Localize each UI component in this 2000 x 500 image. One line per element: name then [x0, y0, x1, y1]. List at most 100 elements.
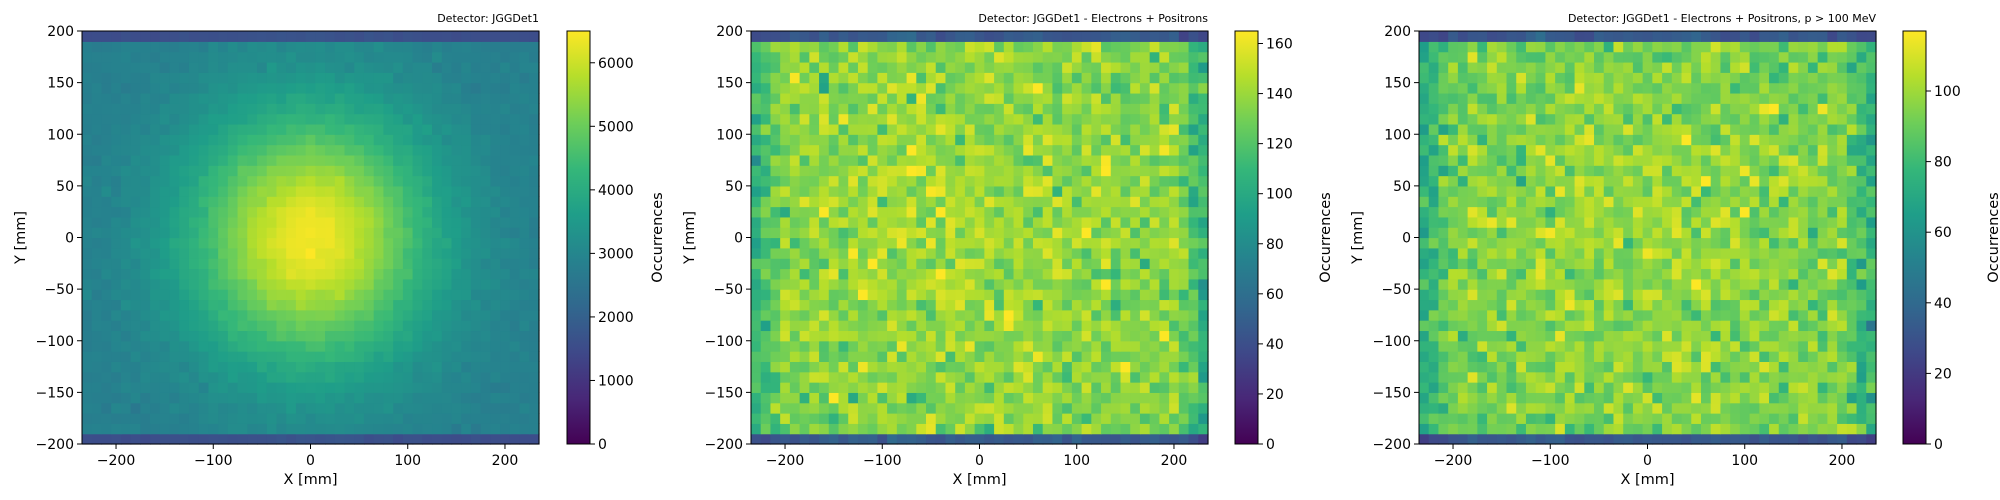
heatmap-cell: [1594, 413, 1605, 424]
heatmap-cell: [227, 113, 239, 125]
heatmap-cell: [276, 258, 287, 270]
heatmap-cell: [1662, 371, 1673, 383]
heatmap-cell: [809, 413, 820, 424]
heatmap-cell: [266, 330, 278, 342]
heatmap-cell: [1169, 216, 1180, 228]
heatmap-cell: [964, 423, 976, 435]
heatmap-cell: [257, 247, 268, 259]
heatmap-cell: [1545, 268, 1556, 280]
heatmap-cell: [218, 382, 229, 393]
heatmap-cell: [1149, 320, 1160, 332]
heatmap-cell: [1759, 320, 1770, 332]
heatmap-cell: [1623, 423, 1634, 435]
heatmap-cell: [218, 227, 229, 239]
heatmap-cell: [1003, 216, 1015, 228]
heatmap-cell: [1487, 309, 1498, 321]
heatmap-cell: [1169, 268, 1180, 280]
heatmap-cell: [1671, 320, 1683, 332]
heatmap-cell: [120, 206, 132, 218]
heatmap-cell: [760, 433, 772, 445]
heatmap-cell: [1052, 351, 1063, 362]
heatmap-cell: [1130, 413, 1141, 424]
heatmap-cell: [111, 258, 122, 270]
heatmap-cell: [848, 320, 859, 332]
heatmap-cell: [208, 351, 219, 362]
heatmap-cell: [373, 144, 385, 156]
heatmap-cell: [519, 196, 530, 208]
heatmap-cell: [1662, 330, 1673, 342]
heatmap-cell: [286, 392, 297, 404]
heatmap-cell: [286, 82, 297, 94]
heatmap-cell: [1700, 227, 1712, 239]
heatmap-cell: [1159, 258, 1170, 270]
heatmap-cell: [916, 299, 927, 311]
heatmap-cell: [1866, 392, 1877, 404]
heatmap-cell: [945, 413, 956, 424]
heatmap-cell: [1169, 61, 1180, 73]
heatmap-cell: [916, 258, 927, 270]
heatmap-cell: [770, 351, 781, 362]
heatmap-cell: [984, 41, 995, 53]
heatmap-cell: [1419, 216, 1430, 228]
heatmap-cell: [402, 216, 414, 228]
heatmap-cell: [509, 144, 521, 156]
heatmap-cell: [906, 423, 917, 435]
heatmap-cell: [509, 113, 521, 125]
heatmap-cell: [1535, 289, 1546, 301]
heatmap-cell: [1769, 413, 1780, 424]
heatmap-cell: [383, 299, 394, 311]
heatmap-cell: [994, 237, 1005, 249]
heatmap-cell: [1178, 413, 1190, 424]
heatmap-cell: [1584, 361, 1595, 373]
heatmap-cell: [1623, 309, 1634, 321]
heatmap-cell: [1788, 351, 1799, 362]
heatmap-cell: [500, 309, 511, 321]
heatmap-cell: [789, 382, 801, 393]
heatmap-cell: [373, 320, 385, 332]
heatmap-cell: [1807, 320, 1819, 332]
heatmap-cell: [1169, 309, 1180, 321]
heatmap-cell: [828, 61, 840, 73]
heatmap-cell: [1827, 309, 1838, 321]
heatmap-cell: [295, 227, 307, 239]
heatmap-cell: [848, 392, 859, 404]
heatmap-cell: [432, 340, 443, 352]
heatmap-cell: [1691, 423, 1702, 435]
heatmap-cell: [955, 72, 966, 84]
heatmap-cell: [1130, 268, 1141, 280]
heatmap-cell: [208, 123, 219, 135]
heatmap-cell: [461, 237, 472, 249]
heatmap-cell: [519, 278, 530, 290]
heatmap-cell: [1023, 361, 1034, 373]
heatmap-cell: [1652, 433, 1663, 445]
y-tick-label: 0: [734, 231, 743, 247]
heatmap-cell: [1749, 402, 1760, 414]
heatmap-cell: [490, 268, 501, 280]
heatmap-cell: [373, 123, 385, 135]
heatmap-cell: [451, 227, 462, 239]
x-tick-label: −100: [863, 453, 901, 469]
heatmap-cell: [1759, 330, 1770, 342]
heatmap-cell: [1081, 206, 1092, 218]
heatmap-cell: [1710, 320, 1722, 332]
heatmap-cell: [354, 103, 365, 115]
heatmap-cell: [1564, 299, 1576, 311]
heatmap-cell: [877, 320, 888, 332]
heatmap-cell: [1584, 433, 1595, 445]
heatmap-cell: [770, 185, 781, 197]
heatmap-cell: [1632, 227, 1644, 239]
heatmap-cell: [906, 113, 917, 125]
heatmap-cell: [1188, 51, 1199, 63]
heatmap-cell: [877, 433, 888, 445]
heatmap-cell: [1149, 423, 1160, 435]
heatmap-cell: [82, 72, 93, 84]
heatmap-cell: [1091, 330, 1102, 342]
heatmap-cell: [1013, 82, 1024, 94]
heatmap-cell: [789, 175, 801, 187]
heatmap-cell: [1457, 423, 1469, 435]
heatmap-cell: [1691, 413, 1702, 424]
heatmap-cell: [1837, 382, 1848, 393]
heatmap-cell: [1052, 92, 1063, 104]
heatmap-cell: [305, 196, 316, 208]
heatmap-cell: [848, 309, 859, 321]
